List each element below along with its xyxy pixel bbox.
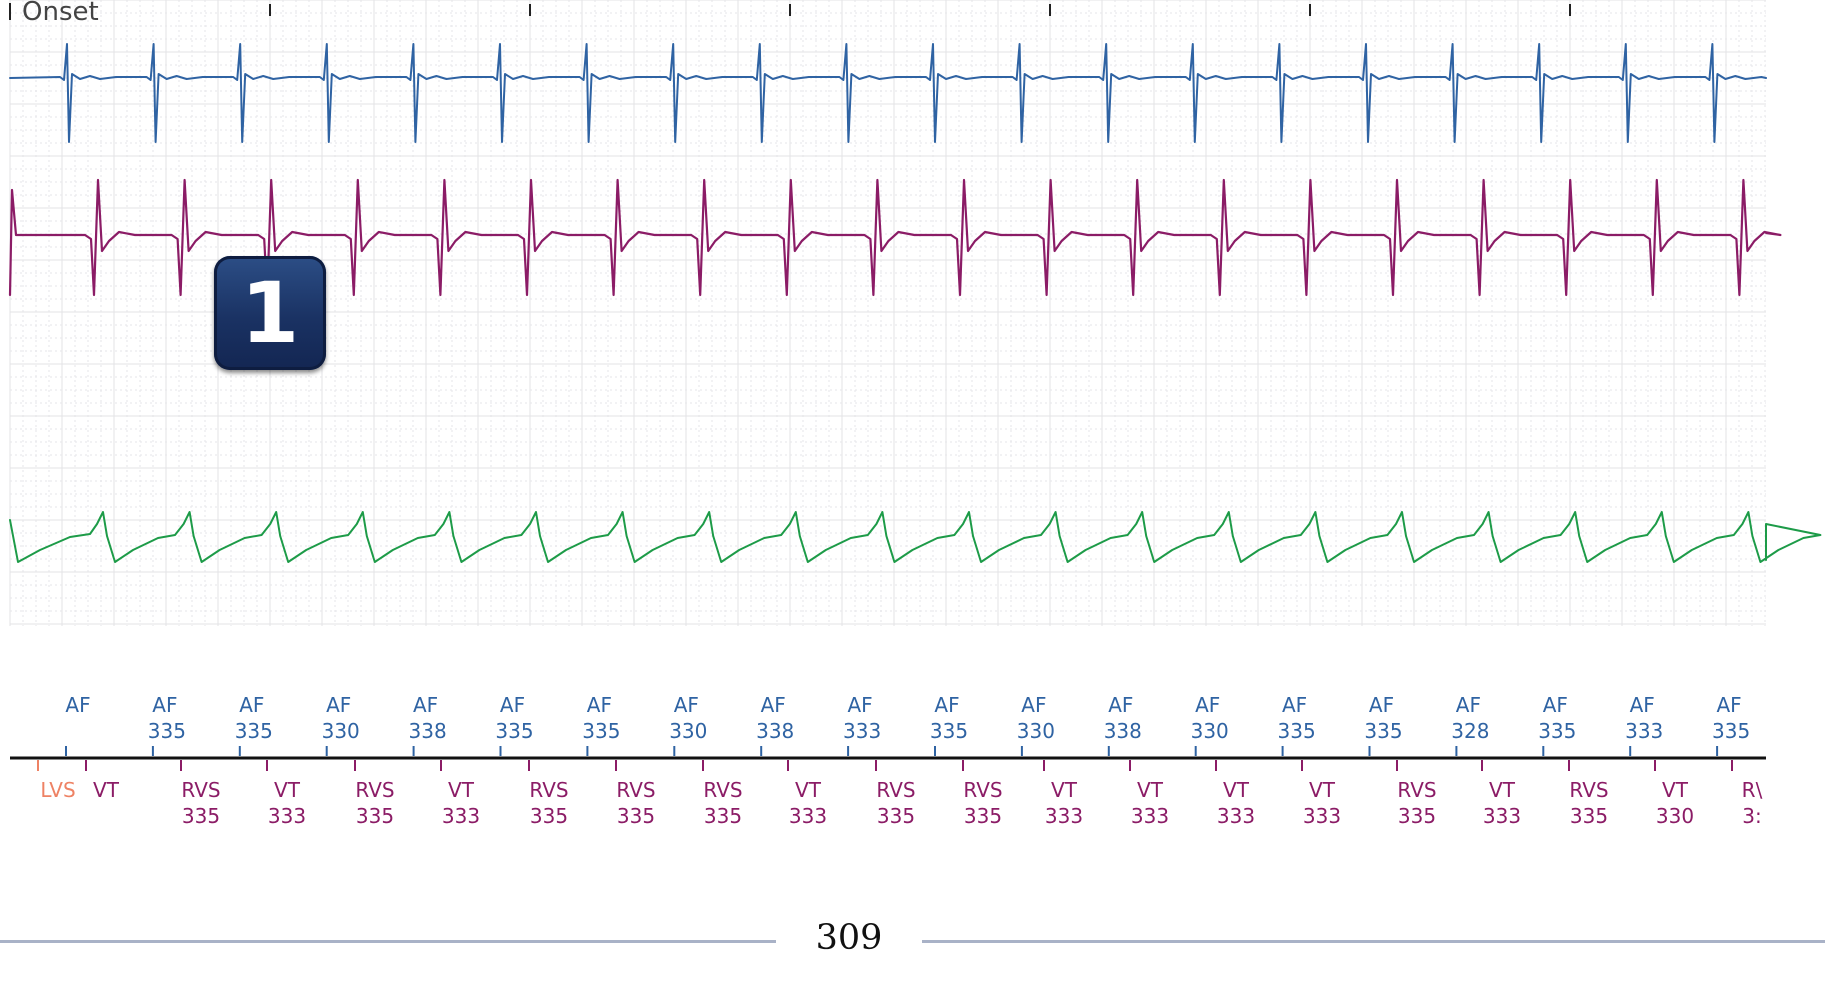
atrial-egm-trace [9, 43, 1767, 143]
atrial-interval: 333 [1625, 719, 1663, 743]
atrial-interval: 335 [495, 719, 533, 743]
atrial-marker-label: AF [674, 693, 699, 717]
atrial-marker-label: AF [1543, 693, 1568, 717]
ventricular-marker-label: VT [1223, 778, 1250, 802]
ventricular-marker-label: RVS [1397, 778, 1436, 802]
atrial-interval: 335 [1278, 719, 1316, 743]
atrial-marker-label: AF [761, 693, 786, 717]
atrial-interval: 330 [1191, 719, 1229, 743]
ventricular-interval: 335 [530, 804, 568, 828]
atrial-marker-label: AF [239, 693, 264, 717]
ventricular-marker-label: RVS [529, 778, 568, 802]
ventricular-marker-label: RVS [703, 778, 742, 802]
ventricular-marker-label: RVS [181, 778, 220, 802]
ventricular-interval: 333 [1045, 804, 1083, 828]
ventricular-interval: 333 [442, 804, 480, 828]
atrial-interval: 335 [1538, 719, 1576, 743]
page-number: 309 [815, 918, 883, 958]
atrial-marker-label: AF [1282, 693, 1307, 717]
ventricular-interval: 335 [964, 804, 1002, 828]
atrial-marker-label: AF [152, 693, 177, 717]
atrial-interval: 335 [582, 719, 620, 743]
ventricular-interval: 3: [1742, 804, 1761, 828]
ventricular-interval: 330 [1656, 804, 1694, 828]
atrial-marker-label: AF [1021, 693, 1046, 717]
atrial-marker-label: AF [1717, 693, 1742, 717]
ventricular-marker-label: RVS [876, 778, 915, 802]
atrial-interval: 335 [1364, 719, 1402, 743]
ventricular-interval: 335 [1570, 804, 1608, 828]
ventricular-interval: 335 [877, 804, 915, 828]
atrial-interval: 338 [1104, 719, 1142, 743]
atrial-marker-label: AF [1369, 693, 1394, 717]
ventricular-marker-label: VT [795, 778, 822, 802]
atrial-marker-label: AF [587, 693, 612, 717]
ventricular-marker-label: VT [1489, 778, 1516, 802]
ventricular-interval: 333 [1131, 804, 1169, 828]
atrial-marker-label: AF [1456, 693, 1481, 717]
ventricular-interval: 335 [356, 804, 394, 828]
atrial-interval: 338 [409, 719, 447, 743]
ventricular-interval: 333 [1217, 804, 1255, 828]
atrial-interval: 335 [148, 719, 186, 743]
ventricular-interval: 333 [268, 804, 306, 828]
atrial-interval: 338 [756, 719, 794, 743]
ventricular-marker-label: VT [1137, 778, 1164, 802]
ventricular-marker-label: VT [93, 778, 120, 802]
ventricular-interval: 333 [1303, 804, 1341, 828]
atrial-interval: 328 [1451, 719, 1489, 743]
atrial-marker-label: AF [413, 693, 438, 717]
atrial-marker-label: AF [848, 693, 873, 717]
atrial-marker-label: AF [326, 693, 351, 717]
ventricular-marker-label: VT [1309, 778, 1336, 802]
atrial-interval: 330 [1017, 719, 1055, 743]
onset-tick-marks [269, 4, 1571, 16]
ventricular-interval: 335 [617, 804, 655, 828]
atrial-marker-label: AF [934, 693, 959, 717]
ventricular-marker-label: RVS [963, 778, 1002, 802]
ventricular-marker-label: VT [274, 778, 301, 802]
ventricular-marker-label: RVS [616, 778, 655, 802]
ventricular-interval: 335 [182, 804, 220, 828]
onset-label: Onset [22, 0, 99, 27]
atrial-marker-label: AF [1195, 693, 1220, 717]
ventricular-marker-label: VT [1051, 778, 1078, 802]
atrial-marker-label: AF [500, 693, 525, 717]
atrial-marker-label: AF [1108, 693, 1133, 717]
ventricular-interval: 335 [704, 804, 742, 828]
ventricular-interval: 333 [1483, 804, 1521, 828]
atrial-interval: 330 [669, 719, 707, 743]
atrial-interval: 335 [1712, 719, 1750, 743]
ventricular-marker-label: RVS [355, 778, 394, 802]
atrial-interval: 330 [322, 719, 360, 743]
marker-channel: AF AF335AF335AF330AF338AF335AF335AF330AF3… [10, 693, 1766, 828]
ventricular-marker-label: LVS [40, 778, 75, 802]
atrial-marker-label: AF [1630, 693, 1655, 717]
atrial-marker-label: AF [65, 693, 90, 717]
ventricular-marker-label: RVS [1569, 778, 1608, 802]
ventricular-interval: 333 [789, 804, 827, 828]
ventricular-marker-label: VT [448, 778, 475, 802]
atrial-interval: 335 [235, 719, 273, 743]
callout-badge: 1 [214, 256, 326, 370]
atrial-interval: 333 [843, 719, 881, 743]
shock-egm-trace [9, 511, 1822, 563]
ventricular-marker-label: VT [1662, 778, 1689, 802]
ventricular-egm-trace [8, 178, 1782, 297]
ventricular-interval: 335 [1398, 804, 1436, 828]
footer-rule-left [0, 940, 776, 943]
ventricular-marker-label: R\ [1742, 778, 1763, 802]
footer-rule-right [922, 940, 1825, 943]
atrial-interval: 335 [930, 719, 968, 743]
